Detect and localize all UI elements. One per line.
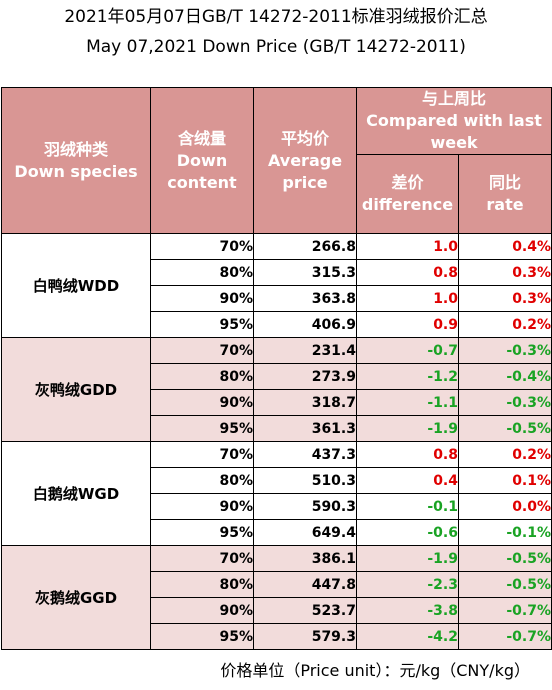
rate-cell: 0.3% (457, 285, 552, 312)
rate-cell: 0.3% (457, 259, 552, 286)
rate-cell: -0.7% (457, 597, 552, 624)
down-content-cell: 80% (150, 259, 254, 286)
table-row: 80% 273.9 -1.2 -0.4% (2, 363, 552, 390)
difference-cell: -4.2 (356, 623, 459, 650)
average-price-cell: 363.8 (253, 285, 357, 312)
difference-cell: 1.0 (356, 285, 459, 312)
species-name: 灰鹅绒GGD (1, 545, 151, 650)
rate-cell: -0.5% (457, 415, 552, 442)
difference-cell: -0.7 (356, 337, 459, 364)
difference-cell: -1.2 (356, 363, 459, 390)
difference-cell: -1.9 (356, 545, 459, 572)
table-row: 灰鸭绒GDD 70% 231.4 -0.7 -0.3% (1, 337, 552, 442)
difference-cell: -0.6 (356, 519, 459, 546)
average-price-header: 平均价 Average price (253, 87, 357, 234)
down-content-cell: 95% (150, 519, 254, 546)
average-price-cell: 361.3 (253, 415, 357, 442)
rate-cell: -0.7% (457, 623, 552, 650)
down-content-cell: 95% (150, 623, 254, 650)
table-row: 90% 318.7 -1.1 -0.3% (2, 389, 552, 416)
average-price-cell: 590.3 (253, 493, 357, 520)
down-content-cell: 70% (150, 233, 254, 260)
rate-cell: -0.5% (457, 571, 552, 598)
table-row: 80% 315.3 0.8 0.3% (2, 259, 552, 286)
down-content-cell: 80% (150, 363, 254, 390)
difference-header: 差价 difference (356, 154, 459, 234)
species-name: 白鸭绒WDD (1, 233, 151, 338)
table-row: 白鸭绒WDD 70% 266.8 1.0 0.4% (1, 233, 552, 338)
average-price-cell: 579.3 (253, 623, 357, 650)
rate-cell: 0.4% (457, 233, 552, 260)
rate-cell: -0.3% (457, 337, 552, 364)
table-row: 90% 590.3 -0.1 0.0% (2, 493, 552, 520)
table-row: 80% 447.8 -2.3 -0.5% (2, 571, 552, 598)
rate-cell: -0.3% (457, 389, 552, 416)
rate-cell: 0.0% (457, 493, 552, 520)
table-row: 灰鹅绒GGD 70% 386.1 -1.9 -0.5% (1, 545, 552, 650)
report-title-cn: 2021年05月07日GB/T 14272-2011标准羽绒报价汇总 (64, 7, 488, 27)
table-row: 95% 579.3 -4.2 -0.7% (2, 623, 552, 650)
difference-cell: 0.4 (356, 467, 459, 494)
average-price-cell: 406.9 (253, 311, 357, 338)
down-content-cell: 70% (150, 441, 254, 468)
average-price-cell: 649.4 (253, 519, 357, 546)
difference-cell: -1.9 (356, 415, 459, 442)
down-price-table: 羽绒种类 Down species 含绒量 Down content 平均价 A… (1, 87, 552, 650)
average-price-cell: 386.1 (253, 545, 357, 572)
compared-header: 与上周比 Compared with last week (355, 87, 552, 155)
rate-cell: 0.2% (457, 441, 552, 468)
price-unit-note: 价格单位（Price unit）：元/kg（CNY/kg） (220, 661, 530, 680)
difference-cell: 1.0 (356, 233, 459, 260)
difference-cell: 0.9 (356, 311, 459, 338)
average-price-cell: 523.7 (253, 597, 357, 624)
down-content-cell: 90% (150, 493, 254, 520)
average-price-cell: 315.3 (253, 259, 357, 286)
average-price-cell: 231.4 (253, 337, 357, 364)
table-row: 90% 523.7 -3.8 -0.7% (2, 597, 552, 624)
down-content-cell: 95% (150, 415, 254, 442)
difference-cell: -2.3 (356, 571, 459, 598)
difference-cell: -0.1 (356, 493, 459, 520)
average-price-cell: 437.3 (253, 441, 357, 468)
table-row: 白鹅绒WGD 70% 437.3 0.8 0.2% (1, 441, 552, 546)
rate-cell: -0.5% (457, 545, 552, 572)
down-content-cell: 70% (150, 337, 254, 364)
rate-cell: -0.4% (457, 363, 552, 390)
species-name: 灰鸭绒GDD (1, 337, 151, 442)
rate-cell: 0.2% (457, 311, 552, 338)
rate-cell: 0.1% (457, 467, 552, 494)
average-price-cell: 266.8 (253, 233, 357, 260)
table-row: 90% 363.8 1.0 0.3% (2, 285, 552, 312)
down-content-cell: 90% (150, 597, 254, 624)
difference-cell: -3.8 (356, 597, 459, 624)
average-price-cell: 273.9 (253, 363, 357, 390)
content-header: 含绒量 Down content (150, 87, 254, 234)
down-content-cell: 95% (150, 311, 254, 338)
rate-header: 同比 rate (457, 154, 552, 234)
down-content-cell: 90% (150, 285, 254, 312)
difference-cell: 0.8 (356, 441, 459, 468)
table-row: 95% 406.9 0.9 0.2% (2, 311, 552, 338)
difference-cell: 0.8 (356, 259, 459, 286)
species-header: 羽绒种类 Down species (1, 87, 151, 234)
average-price-cell: 318.7 (253, 389, 357, 416)
down-content-cell: 80% (150, 467, 254, 494)
down-content-cell: 80% (150, 571, 254, 598)
difference-cell: -1.1 (356, 389, 459, 416)
down-content-cell: 90% (150, 389, 254, 416)
average-price-cell: 447.8 (253, 571, 357, 598)
average-price-cell: 510.3 (253, 467, 357, 494)
down-content-cell: 70% (150, 545, 254, 572)
rate-cell: -0.1% (457, 519, 552, 546)
species-name: 白鹅绒WGD (1, 441, 151, 546)
report-title-en: May 07,2021 Down Price (GB/T 14272-2011) (86, 37, 466, 57)
table-row: 80% 510.3 0.4 0.1% (2, 467, 552, 494)
